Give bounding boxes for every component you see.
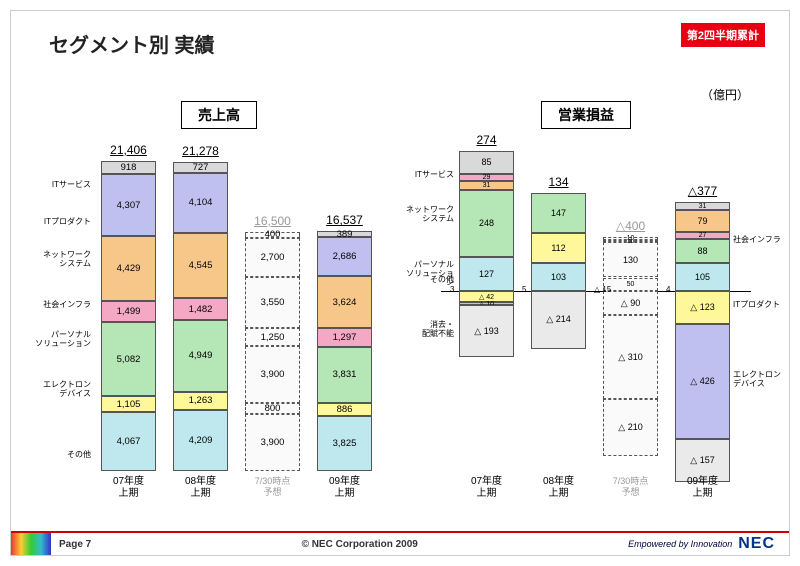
profit-segment-pos: 103	[531, 263, 586, 291]
sales-segment: 4,209	[173, 410, 228, 471]
profit-segment-pos: 127	[459, 257, 514, 291]
profit-side-num: △ 15	[594, 285, 611, 294]
quarter-badge: 第2四半期累計	[681, 23, 765, 47]
category-label: ITサービス	[31, 181, 91, 190]
profit-chart: 127248312985△ 42△ 10△ 1932743103112147△ …	[441, 141, 751, 471]
profit-segment-pos: 27	[675, 232, 730, 239]
slide: セグメント別 実績 第2四半期累計 （億円） 売上高 営業損益 4,0671,1…	[10, 10, 790, 556]
sales-segment: 4,545	[173, 233, 228, 299]
sales-segment: 4,067	[101, 412, 156, 471]
sales-total: 21,406	[101, 143, 156, 157]
profit-segment-pos: 88	[675, 239, 730, 263]
period-label: 08年度上期	[173, 476, 228, 500]
profit-segment-pos: 105	[675, 263, 730, 291]
category-label: エレクトロンデバイス	[733, 371, 788, 389]
sales-segment: 1,499	[101, 301, 156, 323]
sales-segment: 3,624	[317, 276, 372, 329]
profit-side-num: 5	[522, 285, 526, 294]
profit-segment-pos: 85	[459, 151, 514, 174]
sales-segment: 4,429	[101, 236, 156, 300]
profit-segment-pos: 248	[459, 190, 514, 257]
profit-total: 134	[531, 175, 586, 189]
sales-segment: 2,700	[245, 238, 300, 277]
profit-segment-neg: △ 426	[675, 324, 730, 439]
sales-segment: 389	[317, 231, 372, 237]
sales-segment: 1,250	[245, 328, 300, 346]
period-label: 08年度上期	[531, 476, 586, 500]
profit-segment-pos: 112	[531, 233, 586, 263]
category-label: ネットワークシステム	[31, 251, 91, 269]
sales-segment: 3,900	[245, 414, 300, 471]
sales-segment: 4,307	[101, 174, 156, 236]
sales-segment: 3,900	[245, 346, 300, 403]
sales-chart: 4,0671,1055,0821,4994,4294,307918 21,406 4…	[91, 141, 391, 471]
profit-segment-neg: △ 310	[603, 315, 658, 399]
sales-segment: 3,550	[245, 277, 300, 328]
profit-total: △400	[603, 219, 658, 233]
sales-segment: 1,105	[101, 396, 156, 412]
rainbow-accent	[11, 533, 51, 555]
sales-segment: 400	[245, 232, 300, 238]
category-label: ITサービス	[399, 171, 454, 180]
profit-segment-pos: 29	[459, 174, 514, 182]
sales-total: 16,500	[245, 214, 300, 228]
profit-segment-pos: 147	[531, 193, 586, 233]
sales-segment: 3,825	[317, 416, 372, 471]
category-label: その他	[31, 451, 91, 460]
nec-logo: NEC	[738, 535, 775, 553]
category-label: ITプロダクト	[31, 218, 91, 227]
profit-total: △377	[675, 184, 730, 198]
category-label: エレクトロンデバイス	[31, 381, 91, 399]
page-number: Page 7	[59, 539, 91, 550]
footer: Page 7 © NEC Corporation 2009 Empowered …	[11, 531, 789, 555]
category-label: その他	[399, 276, 454, 285]
sales-segment: 800	[245, 403, 300, 415]
profit-section-label: 営業損益	[541, 101, 631, 129]
profit-segment-neg: △ 123	[675, 291, 730, 324]
category-label: パーソナルソリューション	[31, 331, 91, 349]
sales-segment: 727	[173, 162, 228, 173]
sales-segment: 5,082	[101, 322, 156, 396]
profit-total: 274	[459, 133, 514, 147]
page-title: セグメント別 実績	[49, 29, 215, 58]
profit-segment-pos: 31	[675, 202, 730, 210]
sales-segment: 4,949	[173, 320, 228, 392]
profit-segment-neg: △ 193	[459, 305, 514, 357]
period-label: 07年度上期	[459, 476, 514, 500]
sales-segment: 4,104	[173, 173, 228, 233]
profit-segment-pos: 130	[603, 242, 658, 277]
profit-segment-neg: △ 90	[603, 291, 658, 315]
category-label: ITプロダクト	[733, 301, 788, 310]
sales-segment: 918	[101, 161, 156, 174]
profit-side-num: 4	[666, 285, 670, 294]
category-label: 社会インフラ	[733, 236, 788, 245]
sales-segment: 1,263	[173, 392, 228, 410]
sales-total: 21,278	[173, 144, 228, 158]
sales-total: 16,537	[317, 213, 372, 227]
period-label: 7/30時点予想	[245, 476, 300, 498]
profit-segment-pos: 31	[459, 181, 514, 189]
copyright: © NEC Corporation 2009	[91, 539, 628, 550]
sales-segment: 886	[317, 403, 372, 416]
tagline: Empowered by Innovation	[628, 539, 732, 549]
profit-segment-neg: △ 210	[603, 399, 658, 456]
sales-segment: 1,482	[173, 298, 228, 319]
sales-segment: 3,831	[317, 347, 372, 403]
category-label: ネットワークシステム	[399, 206, 454, 224]
profit-segment-neg: △ 214	[531, 291, 586, 349]
category-label: 社会インフラ	[31, 301, 91, 310]
period-label: 09年度上期	[675, 476, 730, 500]
period-label: 09年度上期	[317, 476, 372, 500]
unit-label: （億円）	[701, 86, 749, 103]
profit-segment-pos: 10	[603, 237, 658, 240]
profit-segment-pos: 79	[675, 210, 730, 231]
period-label: 7/30時点予想	[603, 476, 658, 498]
sales-section-label: 売上高	[181, 101, 257, 129]
category-label: 消去・配賦不能	[399, 321, 454, 339]
sales-segment: 2,686	[317, 237, 372, 276]
period-label: 07年度上期	[101, 476, 156, 500]
sales-segment: 1,297	[317, 328, 372, 347]
